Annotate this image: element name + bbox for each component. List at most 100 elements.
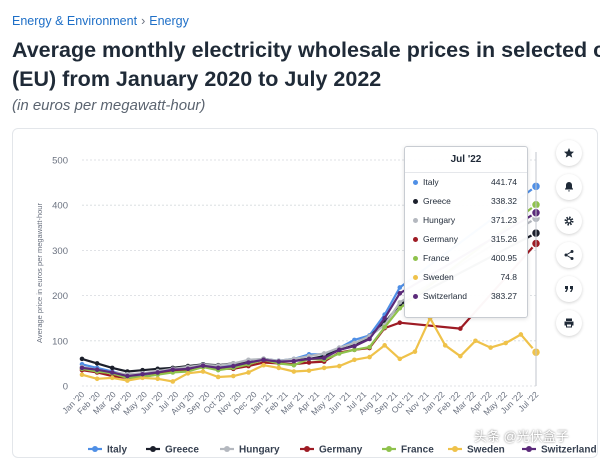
data-point-france — [336, 351, 342, 356]
data-point-sweden — [109, 375, 115, 381]
data-point-sweden — [397, 356, 403, 362]
tooltip-value: 315.26 — [491, 234, 517, 244]
data-point-france — [397, 305, 403, 311]
data-point-sweden — [170, 379, 176, 384]
data-point-switzerland — [382, 315, 387, 321]
legend-label-hungary: Hungary — [239, 445, 280, 456]
data-point-sweden — [155, 376, 160, 382]
tooltip-value: 74.8 — [500, 272, 517, 282]
data-point-sweden — [367, 354, 372, 360]
page-title: Average monthly electricity wholesale pr… — [12, 36, 600, 94]
cite-button[interactable] — [556, 276, 582, 302]
data-point-sweden — [261, 362, 266, 368]
legend-marker-hungary — [224, 446, 230, 452]
tooltip-value: 441.74 — [491, 177, 517, 187]
data-point-france — [382, 324, 387, 330]
data-point-hungary — [397, 300, 403, 305]
data-point-switzerland — [352, 343, 357, 349]
y-axis-title: Average price in euros per megawatt-hour — [35, 203, 44, 343]
data-point-sweden — [140, 375, 145, 381]
bell-icon — [565, 182, 573, 192]
data-point-switzerland — [125, 373, 130, 379]
data-point-switzerland — [367, 336, 372, 342]
tooltip-row-sweden: Sweden 74.8 — [405, 268, 527, 287]
tooltip-dot-germany — [413, 237, 418, 242]
legend-label-germany: Germany — [319, 445, 363, 456]
share-button[interactable] — [556, 242, 582, 268]
y-tick-label: 500 — [52, 156, 68, 167]
tooltip-row-switzerland: Switzerland 383.27 — [405, 287, 527, 306]
settings-button[interactable] — [556, 208, 582, 234]
data-point-switzerland — [291, 358, 297, 364]
tooltip-dot-switzerland — [413, 294, 418, 299]
favorite-button[interactable] — [556, 140, 582, 166]
legend-marker-italy — [92, 446, 98, 452]
legend-marker-sweden — [452, 446, 458, 452]
data-point-sweden — [518, 332, 524, 337]
breadcrumb-link-energy[interactable]: Energy — [149, 14, 189, 28]
data-point-switzerland — [170, 367, 176, 373]
chart-tooltip: Jul '22 Italy 441.74 Greece 338.32 Hungary… — [404, 146, 528, 318]
legend-label-france: France — [401, 445, 434, 456]
tooltip-dot-sweden — [413, 275, 418, 280]
page-title-line-1: Average monthly electricity wholesale pr… — [12, 38, 600, 62]
tooltip-value: 383.27 — [491, 291, 517, 301]
breadcrumb-link-energy-environment[interactable]: Energy & Environment — [12, 14, 138, 28]
data-point-sweden — [473, 338, 478, 344]
print-button[interactable] — [556, 310, 582, 336]
tooltip-value: 400.95 — [491, 253, 517, 263]
tooltip-row-germany: Germany 315.26 — [405, 230, 527, 249]
data-point-sweden — [231, 373, 236, 379]
legend-label-greece: Greece — [165, 445, 199, 456]
data-point-greece — [140, 367, 145, 373]
legend-marker-switzerland — [526, 446, 532, 452]
data-point-sweden — [306, 368, 312, 373]
data-point-sweden — [321, 365, 327, 371]
notification-button[interactable] — [556, 174, 582, 200]
legend-label-sweden: Sweden — [467, 445, 505, 456]
tooltip-name: Italy — [423, 177, 439, 187]
data-point-sweden — [458, 353, 463, 359]
page-title-line-2: (EU) from January 2020 to July 2022 — [12, 67, 382, 91]
data-point-sweden — [503, 340, 509, 346]
star-icon — [564, 148, 574, 158]
data-point-greece — [94, 361, 100, 366]
data-point-switzerland — [231, 363, 236, 369]
data-point-greece — [79, 356, 85, 362]
data-point-switzerland — [94, 367, 100, 373]
tooltip-name: Switzerland — [423, 291, 467, 301]
tooltip-row-italy: Italy 441.74 — [405, 173, 527, 192]
tooltip-row-hungary: Hungary 371.23 — [405, 211, 527, 230]
data-point-greece — [109, 365, 115, 371]
tooltip-name: Germany — [423, 234, 458, 244]
share-icon — [564, 250, 574, 260]
data-point-germany — [458, 326, 463, 331]
legend-label-switzerland: Switzerland — [541, 445, 597, 456]
data-point-sweden — [185, 371, 191, 376]
data-point-sweden — [488, 345, 493, 350]
page-subtitle: (in euros per megawatt-hour) — [12, 97, 206, 114]
tooltip-dot-france — [413, 256, 418, 261]
legend-label-italy: Italy — [107, 445, 127, 456]
data-point-sweden — [276, 365, 282, 371]
data-point-sweden — [382, 343, 387, 348]
data-point-italy — [352, 337, 357, 343]
data-point-switzerland — [140, 371, 145, 377]
data-point-switzerland — [246, 360, 251, 365]
watermark: 头条 @光伏盒子 — [474, 429, 569, 444]
data-point-sweden — [246, 370, 251, 375]
data-point-sweden — [215, 374, 221, 380]
tooltip-name: Sweden — [423, 272, 454, 282]
tooltip-dot-italy — [413, 180, 418, 185]
data-point-switzerland — [276, 359, 282, 364]
tooltip-row-greece: Greece 338.32 — [405, 192, 527, 211]
tooltip-title: Jul '22 — [405, 147, 527, 173]
print-icon — [564, 318, 574, 328]
data-point-sweden — [94, 376, 100, 382]
y-tick-label: 0 — [63, 382, 68, 393]
data-point-switzerland — [261, 357, 266, 363]
data-point-germany — [397, 320, 403, 326]
data-point-france — [291, 362, 297, 368]
data-point-sweden — [291, 369, 297, 374]
tooltip-name: France — [423, 253, 450, 263]
